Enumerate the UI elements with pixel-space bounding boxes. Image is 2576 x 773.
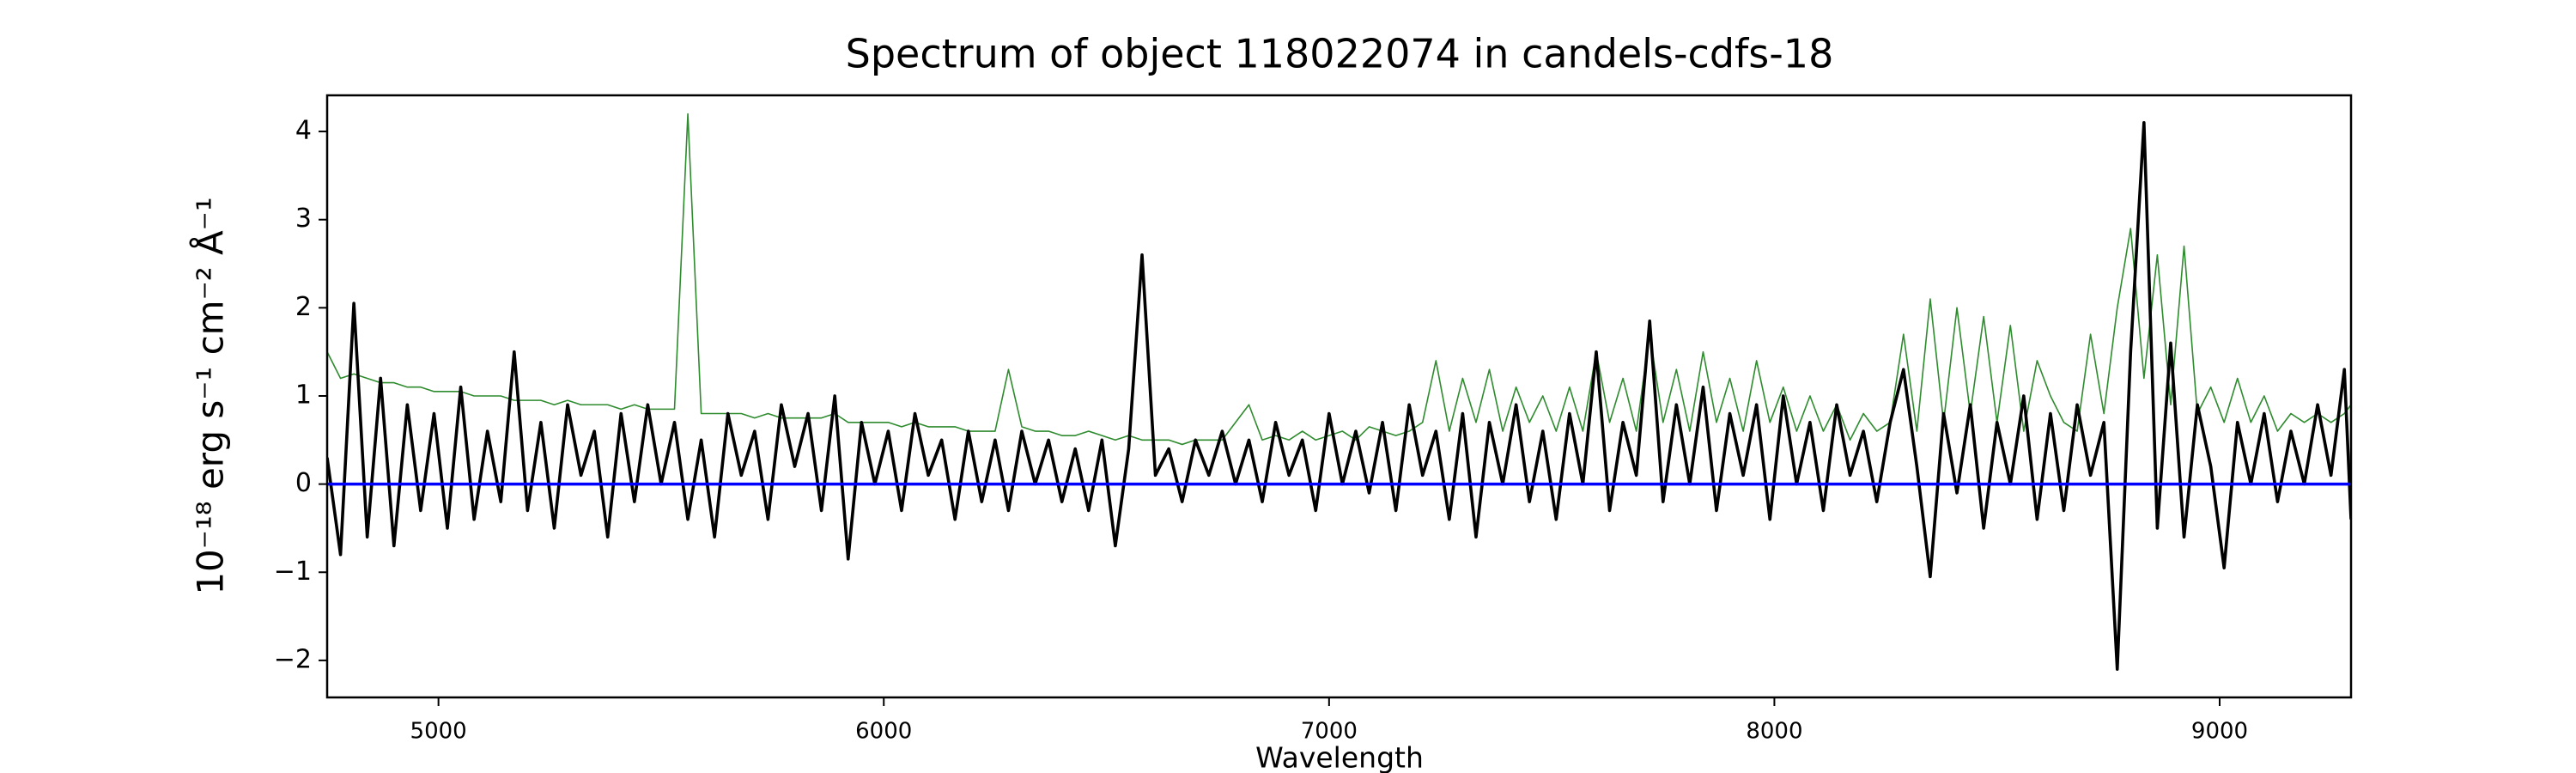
y-tick-label: −1 xyxy=(274,557,312,587)
y-tick-label: 4 xyxy=(295,116,312,146)
x-tick-label: 8000 xyxy=(1746,719,1802,745)
spectrum-line xyxy=(327,113,2351,446)
x-tick-label: 9000 xyxy=(2191,719,2248,745)
x-tick-label: 7000 xyxy=(1301,719,1358,745)
y-tick-label: 1 xyxy=(295,380,312,410)
x-tick-label: 6000 xyxy=(855,719,912,745)
chart-title: Spectrum of object 118022074 in candels-… xyxy=(846,31,1834,77)
y-tick-label: 2 xyxy=(295,292,312,322)
x-tick-label: 5000 xyxy=(410,719,467,745)
y-tick-label: 3 xyxy=(295,204,312,234)
plot-area xyxy=(327,113,2351,671)
x-axis-label: Wavelength xyxy=(1255,741,1424,773)
y-tick-label: 0 xyxy=(295,468,312,498)
y-axis-label: 10⁻¹⁸ erg s⁻¹ cm⁻² Å⁻¹ xyxy=(189,197,232,594)
y-tick-label: −2 xyxy=(274,644,312,674)
